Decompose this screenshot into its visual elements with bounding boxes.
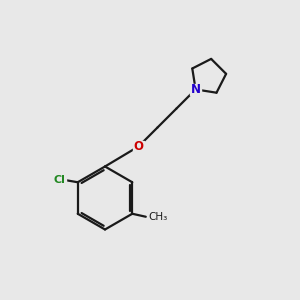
Text: N: N	[190, 83, 201, 96]
Polygon shape	[133, 141, 144, 152]
Text: CH₃: CH₃	[148, 212, 167, 222]
Text: O: O	[134, 140, 144, 153]
Text: Cl: Cl	[53, 175, 65, 185]
Polygon shape	[190, 84, 201, 95]
Polygon shape	[52, 175, 66, 185]
